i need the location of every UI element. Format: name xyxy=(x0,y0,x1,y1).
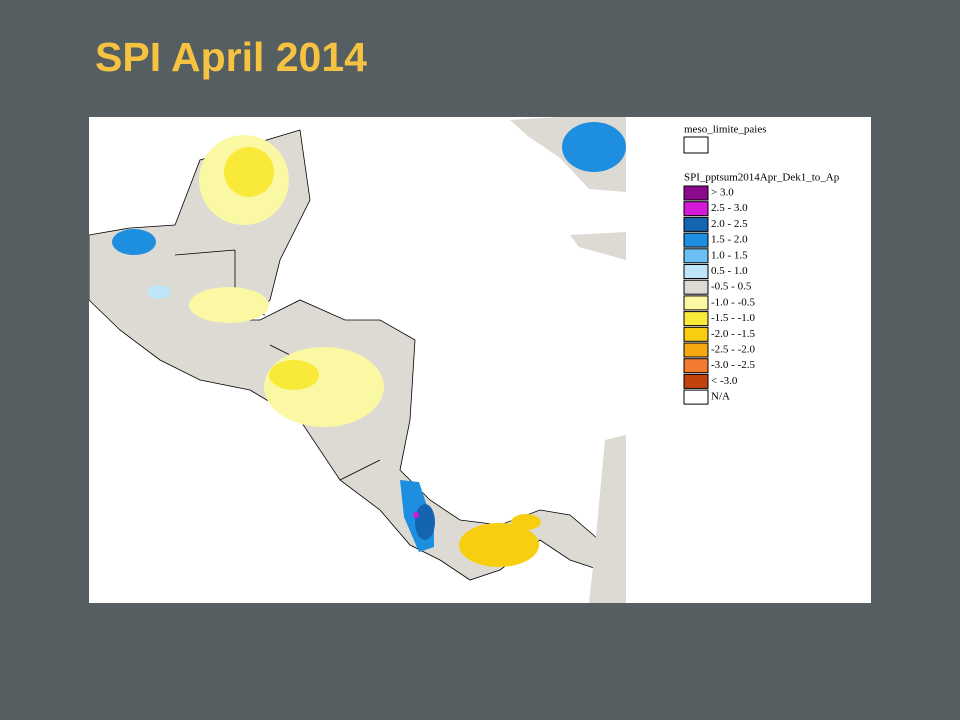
wet-area xyxy=(415,504,435,540)
legend-label: -2.5 - -2.0 xyxy=(711,344,755,356)
legend-label: < -3.0 xyxy=(711,375,738,387)
wet-spot xyxy=(413,512,419,518)
border xyxy=(339,459,381,481)
border xyxy=(174,249,236,256)
dry-area xyxy=(224,147,274,197)
legend-label: -2.0 - -1.5 xyxy=(711,328,755,340)
legend-swatch xyxy=(683,311,709,327)
legend-swatch xyxy=(683,248,709,264)
legend-swatch xyxy=(683,185,709,201)
legend-label: -3.0 - -2.5 xyxy=(711,359,755,371)
legend-label: -0.5 - 0.5 xyxy=(711,281,752,293)
legend-swatch xyxy=(683,201,709,217)
wet-area xyxy=(112,229,156,255)
legend-label: 2.5 - 3.0 xyxy=(711,202,748,214)
legend-swatch xyxy=(683,264,709,279)
legend-swatch xyxy=(683,389,709,405)
dry-area xyxy=(189,287,269,323)
legend-label: > 3.0 xyxy=(711,187,734,199)
legend-swatch xyxy=(683,342,709,358)
legend-label: N/A xyxy=(711,391,730,403)
island xyxy=(570,232,626,260)
legend-swatch xyxy=(683,216,709,232)
wet-area xyxy=(147,285,171,299)
legend-swatch xyxy=(683,279,709,295)
dry-area xyxy=(511,514,541,530)
legend-label: 1.5 - 2.0 xyxy=(711,234,748,246)
legend-swatch xyxy=(683,373,709,389)
slide-title: SPI April 2014 xyxy=(95,34,367,80)
legend-swatch xyxy=(683,326,709,342)
legend-swatch xyxy=(683,358,709,374)
land xyxy=(589,435,626,603)
layer-swatch xyxy=(683,136,709,154)
legend-label: 2.0 - 2.5 xyxy=(711,218,748,230)
legend-label: -1.5 - -1.0 xyxy=(711,312,755,324)
legend-label: -1.0 - -0.5 xyxy=(711,296,755,308)
spi-patches xyxy=(112,122,626,567)
legend-swatch xyxy=(683,232,709,248)
legend-label: 0.5 - 1.0 xyxy=(711,265,748,277)
dry-area xyxy=(459,523,539,567)
legend-swatch xyxy=(683,295,709,311)
legend-spi-title: SPI_pptsum2014Apr_Dek1_to_Ap xyxy=(684,172,840,184)
legend-layer-title: meso_limite_paies xyxy=(684,124,766,136)
map-panel: meso_limite_paies SPI_pptsum2014Apr_Dek1… xyxy=(89,117,871,603)
dry-area xyxy=(269,360,319,390)
legend-label: 1.0 - 1.5 xyxy=(711,249,748,261)
wet-area xyxy=(562,122,626,172)
